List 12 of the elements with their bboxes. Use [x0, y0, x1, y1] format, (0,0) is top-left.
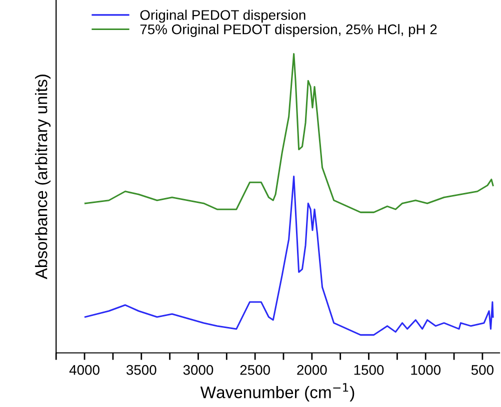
- x-tick-label: 500: [471, 365, 494, 375]
- y-axis-title: Absorbance (arbitrary units): [35, 74, 51, 280]
- x-tick-label: 1000: [411, 365, 441, 375]
- legend-label: 75% Original PEDOT dispersion, 25% HCl, pH 2: [140, 24, 437, 38]
- x-tick-label: 4000: [69, 365, 100, 375]
- x-tick-label: 1500: [354, 365, 384, 375]
- x-tick-label: 2500: [240, 365, 270, 375]
- x-tick-label: 2000: [297, 365, 327, 375]
- x-tick-label: 3000: [183, 365, 214, 375]
- x-axis-title: Wavenumber (cm$^{−1}$): [200, 383, 354, 402]
- x-tick-label: 3500: [126, 365, 156, 375]
- legend-label: Original PEDOT dispersion: [140, 10, 306, 23]
